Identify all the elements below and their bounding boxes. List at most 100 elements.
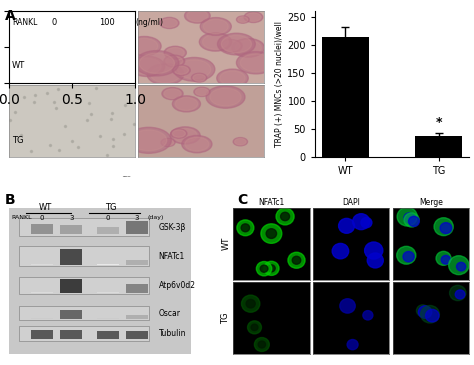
Text: ___: ___ bbox=[122, 172, 130, 177]
Circle shape bbox=[338, 218, 355, 233]
FancyBboxPatch shape bbox=[126, 221, 147, 234]
Circle shape bbox=[363, 311, 373, 320]
Text: 100: 100 bbox=[99, 18, 115, 27]
FancyBboxPatch shape bbox=[18, 218, 149, 236]
Text: Tubulin: Tubulin bbox=[158, 329, 186, 338]
FancyBboxPatch shape bbox=[18, 306, 149, 320]
Circle shape bbox=[397, 246, 416, 264]
Circle shape bbox=[367, 253, 383, 268]
Circle shape bbox=[166, 47, 184, 58]
Circle shape bbox=[160, 18, 179, 28]
FancyBboxPatch shape bbox=[60, 330, 82, 339]
Circle shape bbox=[130, 130, 167, 151]
Circle shape bbox=[220, 39, 242, 52]
Y-axis label: WT: WT bbox=[221, 237, 230, 250]
Circle shape bbox=[255, 338, 269, 351]
Circle shape bbox=[164, 55, 185, 67]
Y-axis label: TG: TG bbox=[221, 312, 230, 324]
Text: (ng/ml): (ng/ml) bbox=[135, 18, 163, 27]
Circle shape bbox=[220, 71, 245, 85]
Circle shape bbox=[404, 213, 419, 227]
Text: TG: TG bbox=[12, 136, 23, 145]
Circle shape bbox=[404, 213, 415, 223]
Circle shape bbox=[288, 252, 305, 268]
Circle shape bbox=[218, 33, 255, 55]
Circle shape bbox=[194, 87, 210, 96]
Text: (day): (day) bbox=[147, 215, 164, 220]
Circle shape bbox=[206, 86, 245, 108]
Circle shape bbox=[162, 88, 183, 100]
Title: DAPI: DAPI bbox=[342, 198, 360, 207]
Circle shape bbox=[162, 19, 177, 27]
FancyBboxPatch shape bbox=[126, 331, 147, 339]
Circle shape bbox=[182, 135, 212, 153]
Circle shape bbox=[409, 216, 419, 226]
Circle shape bbox=[420, 306, 439, 323]
Circle shape bbox=[247, 321, 262, 334]
Circle shape bbox=[173, 128, 197, 142]
FancyBboxPatch shape bbox=[126, 284, 147, 293]
Circle shape bbox=[133, 58, 161, 74]
Circle shape bbox=[397, 207, 417, 226]
FancyBboxPatch shape bbox=[97, 331, 118, 339]
Circle shape bbox=[440, 223, 452, 234]
Bar bbox=[322, 37, 369, 157]
Circle shape bbox=[264, 261, 279, 276]
Circle shape bbox=[191, 73, 207, 82]
Circle shape bbox=[365, 242, 383, 259]
Circle shape bbox=[246, 299, 255, 308]
Text: 3: 3 bbox=[135, 215, 139, 220]
Circle shape bbox=[281, 212, 290, 221]
Y-axis label: TRAP (+) MNCs (>20 nuclei)/well: TRAP (+) MNCs (>20 nuclei)/well bbox=[275, 21, 284, 147]
Circle shape bbox=[164, 46, 186, 59]
Title: NFATc1: NFATc1 bbox=[258, 198, 284, 207]
Circle shape bbox=[347, 339, 358, 350]
Circle shape bbox=[131, 38, 158, 54]
FancyBboxPatch shape bbox=[97, 318, 118, 319]
Circle shape bbox=[276, 208, 294, 225]
FancyBboxPatch shape bbox=[31, 224, 53, 234]
Text: Oscar: Oscar bbox=[158, 309, 181, 318]
Text: C: C bbox=[237, 193, 247, 207]
Text: B: B bbox=[5, 193, 15, 207]
Circle shape bbox=[199, 32, 231, 51]
Circle shape bbox=[241, 295, 260, 312]
Circle shape bbox=[172, 65, 190, 76]
Circle shape bbox=[217, 69, 248, 87]
FancyBboxPatch shape bbox=[60, 279, 82, 293]
FancyBboxPatch shape bbox=[97, 292, 118, 293]
Circle shape bbox=[436, 251, 451, 265]
Circle shape bbox=[210, 88, 241, 106]
Circle shape bbox=[237, 16, 249, 23]
Circle shape bbox=[222, 41, 240, 51]
Circle shape bbox=[161, 138, 175, 146]
FancyBboxPatch shape bbox=[60, 310, 82, 319]
Circle shape bbox=[256, 261, 272, 276]
Circle shape bbox=[434, 218, 453, 236]
FancyBboxPatch shape bbox=[18, 277, 149, 294]
Text: 0: 0 bbox=[105, 215, 110, 220]
Circle shape bbox=[193, 74, 205, 81]
Bar bbox=[415, 136, 462, 157]
FancyBboxPatch shape bbox=[60, 225, 82, 234]
Circle shape bbox=[456, 262, 466, 271]
Circle shape bbox=[232, 38, 264, 57]
Circle shape bbox=[202, 35, 228, 49]
Circle shape bbox=[174, 66, 189, 74]
Circle shape bbox=[173, 96, 201, 112]
Circle shape bbox=[187, 10, 208, 22]
Text: TG: TG bbox=[106, 203, 117, 212]
Circle shape bbox=[235, 138, 246, 145]
Text: 0: 0 bbox=[52, 18, 57, 27]
FancyBboxPatch shape bbox=[126, 315, 147, 319]
Circle shape bbox=[361, 218, 372, 228]
FancyBboxPatch shape bbox=[31, 292, 53, 293]
Circle shape bbox=[166, 56, 182, 66]
Circle shape bbox=[178, 60, 211, 79]
Circle shape bbox=[195, 88, 209, 96]
Circle shape bbox=[441, 255, 450, 264]
FancyBboxPatch shape bbox=[18, 326, 149, 341]
Circle shape bbox=[135, 51, 179, 76]
Text: *: * bbox=[436, 116, 442, 129]
Circle shape bbox=[164, 89, 181, 99]
